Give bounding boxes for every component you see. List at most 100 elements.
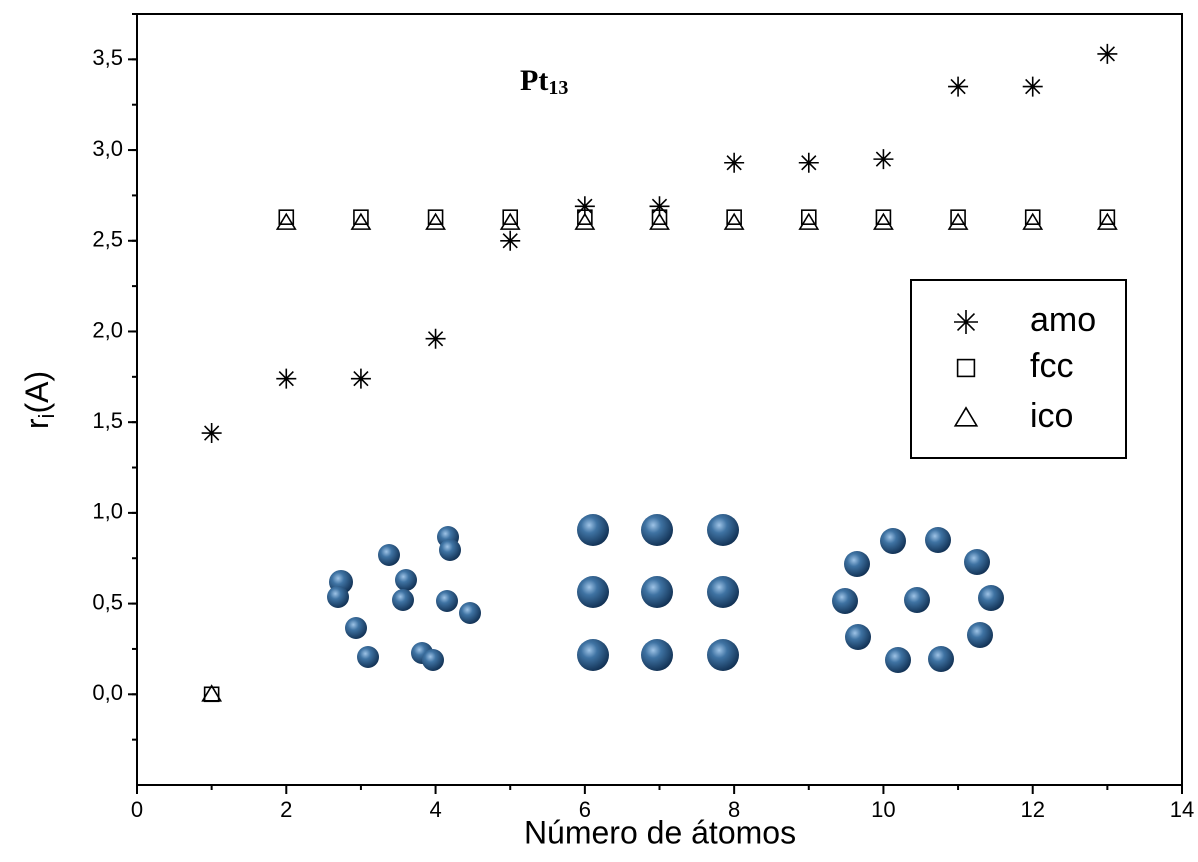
x-tick-label: 4 (429, 797, 441, 822)
point-asterisk (873, 149, 894, 170)
point-triangle (275, 212, 297, 230)
atom (327, 586, 349, 608)
x-tick-label: 12 (1020, 797, 1044, 822)
atom (439, 539, 461, 561)
legend-entry: amo (954, 301, 1096, 339)
point-asterisk (1022, 76, 1043, 97)
point-triangle (425, 212, 446, 230)
legend-marker (956, 358, 976, 378)
x-tick-label: 2 (280, 797, 292, 822)
atom (577, 639, 609, 671)
atom (357, 646, 379, 668)
atom (978, 585, 1004, 611)
point-triangle (574, 212, 596, 230)
point-square (577, 209, 593, 225)
y-tick-label: 0,0 (92, 680, 123, 705)
atom (885, 647, 911, 673)
atom (395, 569, 417, 591)
x-axis-label: Número de átomos (524, 814, 796, 850)
point-triangle (947, 212, 969, 230)
atom (577, 514, 609, 546)
y-axis-label: ri(A) (19, 371, 58, 429)
atom (928, 646, 954, 672)
atom (832, 588, 858, 614)
legend-label: fcc (1030, 347, 1073, 385)
atom (641, 514, 673, 546)
point-asterisk (276, 368, 297, 389)
point-triangle (798, 212, 820, 230)
point-asterisk (350, 368, 371, 389)
atom (880, 528, 906, 554)
point-square (1099, 209, 1116, 225)
y-tick-label: 1,5 (92, 408, 123, 433)
atom (844, 551, 870, 577)
atom (707, 514, 739, 546)
point-asterisk (724, 152, 745, 173)
x-tick-label: 0 (131, 797, 143, 822)
atom (459, 602, 481, 624)
point-asterisk (798, 152, 819, 173)
point-square (502, 209, 519, 225)
y-label-suffix: (A) (19, 371, 55, 414)
atom (845, 624, 871, 650)
point-square (1024, 209, 1041, 225)
point-asterisk (948, 76, 969, 97)
point-asterisk (1097, 43, 1118, 64)
point-square (800, 209, 817, 225)
x-tick-label: 6 (579, 797, 591, 822)
point-triangle (1096, 212, 1118, 230)
point-triangle (649, 212, 670, 230)
atom (964, 549, 990, 575)
atom (436, 590, 458, 612)
title-text: Pt (520, 64, 548, 97)
x-tick-label: 10 (871, 797, 895, 822)
atom (707, 576, 739, 608)
y-label-subscript: i (34, 414, 59, 419)
y-tick-label: 2,5 (92, 227, 123, 252)
y-tick-label: 1,0 (92, 499, 123, 524)
point-asterisk (201, 423, 222, 444)
y-label-text: r (19, 418, 55, 429)
point-asterisk (574, 196, 595, 217)
atom (641, 576, 673, 608)
point-triangle (723, 212, 745, 230)
legend-marker (954, 310, 978, 334)
atom (422, 649, 444, 671)
point-square (950, 209, 966, 225)
atom (345, 617, 367, 639)
chart-title: Pt13 (520, 64, 568, 99)
cluster-illustrations (327, 514, 1004, 673)
point-square (353, 209, 369, 225)
y-tick-label: 0,5 (92, 589, 123, 614)
title-subscript: 13 (548, 77, 568, 99)
x-tick-label: 8 (728, 797, 740, 822)
point-square (278, 209, 295, 225)
point-square (875, 209, 892, 225)
point-asterisk (500, 230, 521, 251)
atom (967, 622, 993, 648)
point-triangle (201, 684, 223, 702)
atom (577, 576, 609, 608)
atom (904, 587, 930, 613)
legend-label: ico (1030, 397, 1073, 435)
atom (392, 589, 414, 611)
point-square (427, 209, 444, 225)
point-triangle (873, 212, 894, 230)
point-square (726, 209, 742, 225)
point-triangle (350, 212, 372, 230)
point-triangle (1022, 212, 1044, 230)
y-tick-label: 2,0 (92, 317, 123, 342)
legend-label: amo (1030, 301, 1096, 339)
point-asterisk (649, 196, 670, 217)
point-asterisk (425, 328, 446, 349)
atom (378, 544, 400, 566)
y-tick-label: 3,5 (92, 45, 123, 70)
x-tick-label: 14 (1170, 797, 1194, 822)
atom (707, 639, 739, 671)
legend-box (910, 279, 1127, 459)
legend-marker (953, 406, 979, 427)
atom (925, 527, 951, 553)
point-triangle (499, 212, 521, 230)
